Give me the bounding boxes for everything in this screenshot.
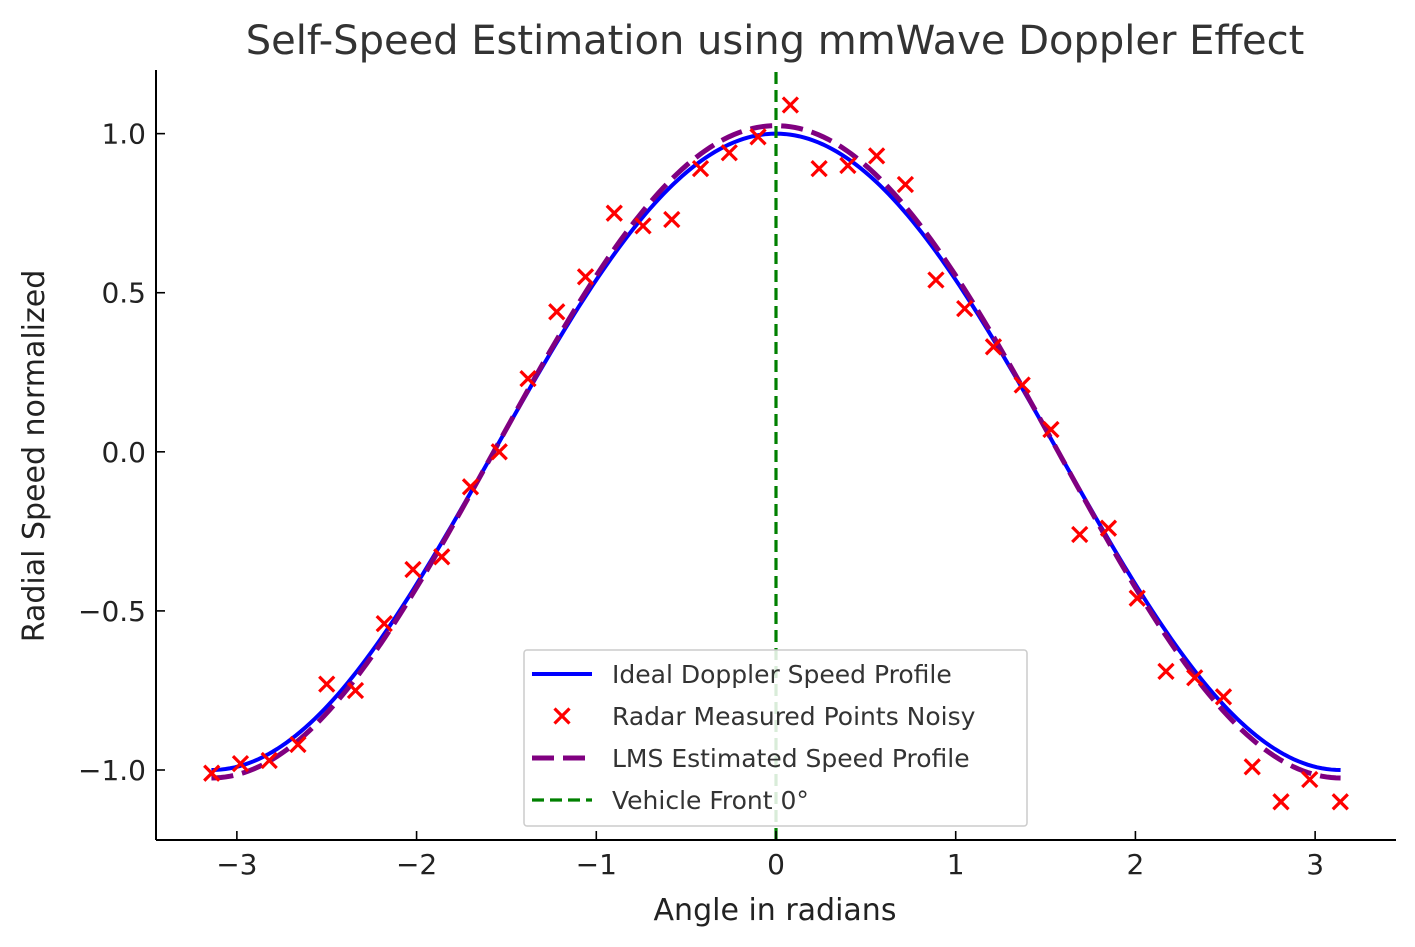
y-tick-label: −1.0 xyxy=(78,754,146,787)
legend-box xyxy=(523,649,1028,827)
legend-label: Vehicle Front 0° xyxy=(612,786,809,815)
y-axis-label: Radial Speed normalized xyxy=(17,270,52,642)
scatter-point xyxy=(318,675,336,693)
scatter-point xyxy=(810,160,828,178)
legend-label: LMS Estimated Speed Profile xyxy=(612,744,970,773)
scatter-point xyxy=(1243,758,1261,776)
x-tick-label: 0 xyxy=(767,848,785,881)
lms-estimated-speed-profile-line xyxy=(211,123,1341,781)
legend: Ideal Doppler Speed Profile Radar Measure… xyxy=(523,649,1028,827)
scatter-point xyxy=(839,156,857,175)
scatter-point xyxy=(461,478,480,496)
scatter-point xyxy=(605,204,623,222)
scatter-point xyxy=(231,755,250,773)
scatter-point xyxy=(1331,793,1349,811)
scatter-point xyxy=(956,300,974,318)
legend-entry-vehicle-front-0: Vehicle Front 0° xyxy=(532,786,809,815)
scatter-point xyxy=(634,217,652,235)
scatter-point xyxy=(1186,669,1204,687)
y-ticks: −1.0 −0.5 0.0 0.5 1.0 xyxy=(78,118,165,787)
legend-label: Radar Measured Points Noisy xyxy=(612,702,976,731)
y-tick-label: −0.5 xyxy=(78,595,146,628)
scatter-point xyxy=(1099,519,1118,537)
legend-entries: Ideal Doppler Speed Profile Radar Measure… xyxy=(532,660,976,815)
scatter-point xyxy=(346,681,365,700)
scatter-point xyxy=(1214,688,1233,706)
scatter-point xyxy=(663,210,681,229)
plot-area xyxy=(203,72,1349,840)
legend-entry-lms-estimated-speed-profile: LMS Estimated Speed Profile xyxy=(532,744,970,773)
scatter-point xyxy=(1128,589,1146,607)
series-layer xyxy=(203,72,1349,840)
scatter-point xyxy=(749,128,767,146)
y-tick-label: 0.0 xyxy=(101,436,146,469)
legend-entry-ideal-doppler-speed-profile: Ideal Doppler Speed Profile xyxy=(532,660,952,689)
x-ticks: −3 −2 −1 0 1 2 3 xyxy=(216,831,1324,881)
scatter-point xyxy=(1071,525,1089,544)
x-axis-label: Angle in radians xyxy=(654,893,897,928)
scatter-point xyxy=(1013,376,1031,394)
scatter-point xyxy=(490,443,508,461)
y-tick-label: 1.0 xyxy=(101,118,146,151)
scatter-points xyxy=(203,96,1349,811)
scatter-point xyxy=(289,735,307,754)
scatter-point xyxy=(433,548,451,566)
y-tick-label: 0.5 xyxy=(101,277,146,310)
scatter-point xyxy=(781,96,800,114)
scatter-point xyxy=(260,751,278,770)
x-tick-label: −3 xyxy=(216,848,257,881)
legend-swatch xyxy=(553,707,571,725)
scatter-point xyxy=(576,268,595,286)
x-tick-label: −2 xyxy=(396,848,437,881)
scatter-point xyxy=(896,175,915,194)
x-tick-label: 1 xyxy=(947,848,965,881)
scatter-point xyxy=(1157,662,1175,680)
scatter-point xyxy=(404,560,422,579)
scatter-point xyxy=(548,303,566,321)
legend-entry-radar-measured-points-noisy: Radar Measured Points Noisy xyxy=(553,702,976,731)
legend-label: Ideal Doppler Speed Profile xyxy=(612,660,952,689)
scatter-point xyxy=(691,160,710,178)
scatter-point xyxy=(927,271,945,289)
scatter-point xyxy=(203,764,221,782)
x-tick-label: −1 xyxy=(576,848,617,881)
x-tick-label: 2 xyxy=(1127,848,1145,881)
scatter-point xyxy=(984,338,1003,356)
chart-title: Self-Speed Estimation using mmWave Doppl… xyxy=(246,18,1305,64)
x-tick-label: 3 xyxy=(1306,848,1324,881)
scatter-point xyxy=(375,615,393,633)
scatter-point xyxy=(720,144,738,162)
scatter-point xyxy=(1042,420,1060,439)
scatter-point xyxy=(1272,793,1290,811)
scatter-point xyxy=(1301,770,1319,789)
scatter-point xyxy=(519,370,537,388)
scatter-point xyxy=(868,147,886,165)
